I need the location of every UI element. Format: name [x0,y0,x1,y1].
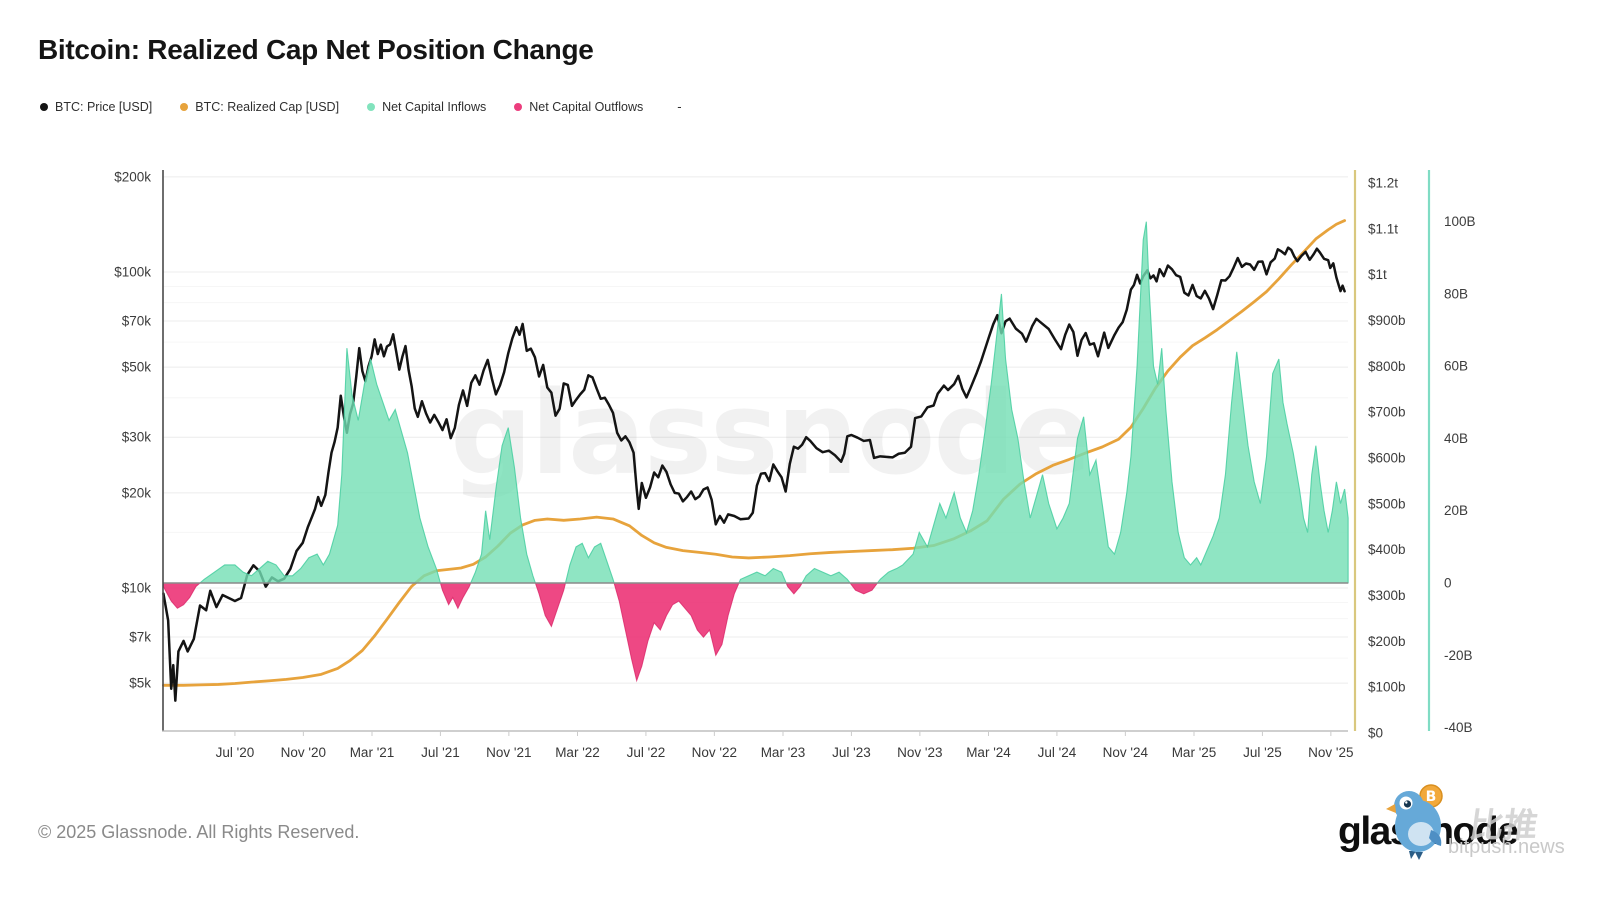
svg-text:B: B [1426,789,1437,805]
net-inflows-area [163,221,1349,584]
legend-label: BTC: Realized Cap [USD] [195,99,340,114]
left-axis-tick-label: $50k [122,360,152,375]
left-axis-tick-label: $10k [122,581,152,596]
realized-cap-tick-label: $200b [1368,634,1406,649]
bitpush-site-watermark: bitpush.news [1448,836,1565,858]
x-axis-tick-label: Jul '22 [627,745,666,760]
x-axis-tick-label: Mar '23 [761,745,806,760]
legend-item-net-capital-outflows[interactable]: Net Capital Outflows [514,100,643,114]
legend-label: Net Capital Inflows [382,99,487,114]
x-axis-tick-label: Nov '25 [1308,745,1353,760]
realized-cap-line [162,219,1347,687]
x-axis-tick-label: Jul '21 [421,745,460,760]
x-axis-tick-label: Mar '21 [350,745,395,760]
legend-item-[interactable]: - [671,99,681,114]
left-axis-tick-label: $100k [114,265,151,280]
chart-legend: BTC: Price [USD] BTC: Realized Cap [USD] N… [40,99,682,114]
net-flow-tick-label: 100B [1444,214,1476,229]
realized-cap-tick-label: $900b [1368,313,1406,328]
realized-cap-tick-label: $300b [1368,588,1406,603]
net-flow-tick-label: -20B [1444,648,1473,663]
x-axis-tick-label: Nov '21 [486,745,531,760]
legend-item-btc-realized-cap-usd[interactable]: BTC: Realized Cap [USD] [180,100,339,114]
bitpush-bird-icon: B [1386,784,1443,860]
realized-cap-tick-label: $700b [1368,405,1406,420]
x-axis-tick-label: Nov '23 [897,745,942,760]
realized-cap-tick-label: $800b [1368,359,1406,374]
x-axis-tick-label: Jul '24 [1038,745,1077,760]
realized-cap-tick-label: $1.1t [1368,221,1398,236]
left-axis-tick-label: $5k [129,676,151,691]
net-flow-tick-label: 0 [1444,576,1452,591]
x-axis-tick-label: Nov '24 [1103,745,1149,760]
x-axis-tick-label: Nov '20 [281,745,326,760]
net-flow-tick-label: 40B [1444,431,1468,446]
legend-label: BTC: Price [USD] [55,99,153,114]
page-title: Bitcoin: Realized Cap Net Position Chang… [38,34,594,65]
x-axis-tick-label: Nov '22 [692,745,737,760]
realized-cap-tick-label: $1t [1368,267,1387,282]
x-axis-tick-label: Mar '22 [555,745,600,760]
legend-dot-icon [367,102,376,111]
left-axis-tick-label: $7k [129,629,151,644]
x-axis-tick-label: Mar '25 [1172,745,1217,760]
realized-cap-tick-label: $1.2t [1368,176,1398,191]
x-axis-tick-label: Jul '20 [216,745,255,760]
realized-cap-tick-label: $400b [1368,542,1406,557]
brand-block: glassnode 比推 bitpush.news B [1330,780,1580,880]
x-axis-tick-label: Mar '24 [966,745,1011,760]
left-axis-tick-label: $70k [122,313,152,328]
net-flow-tick-label: 80B [1444,286,1468,301]
legend-item-btc-price-usd[interactable]: BTC: Price [USD] [40,100,152,114]
realized-cap-tick-label: $600b [1368,451,1406,466]
net-flow-tick-label: 20B [1444,503,1468,518]
realized-cap-tick-label: $0 [1368,726,1383,741]
x-axis-tick-label: Jul '25 [1243,745,1282,760]
legend-dot-icon [514,102,523,111]
legend-item-net-capital-inflows[interactable]: Net Capital Inflows [367,100,486,114]
net-flow-tick-label: -40B [1444,720,1473,735]
copyright-text: © 2025 Glassnode. All Rights Reserved. [38,822,360,842]
realized-cap-tick-label: $100b [1368,680,1406,695]
net-flow-tick-label: 60B [1444,359,1468,374]
plot-area[interactable] [163,170,1348,731]
left-axis-tick-label: $200k [114,169,151,184]
left-axis-tick-label: $20k [122,485,152,500]
x-axis-tick-label: Jul '23 [832,745,871,760]
legend-dot-icon [40,102,48,111]
realized-cap-tick-label: $500b [1368,496,1406,511]
legend-dot-icon [180,102,189,111]
legend-dash: - [677,99,682,114]
legend-label: Net Capital Outflows [529,99,644,114]
chart-canvas[interactable]: glassnode$200k$100k$70k$50k$30k$20k$10k$… [0,0,1600,790]
left-axis-tick-label: $30k [122,430,152,445]
